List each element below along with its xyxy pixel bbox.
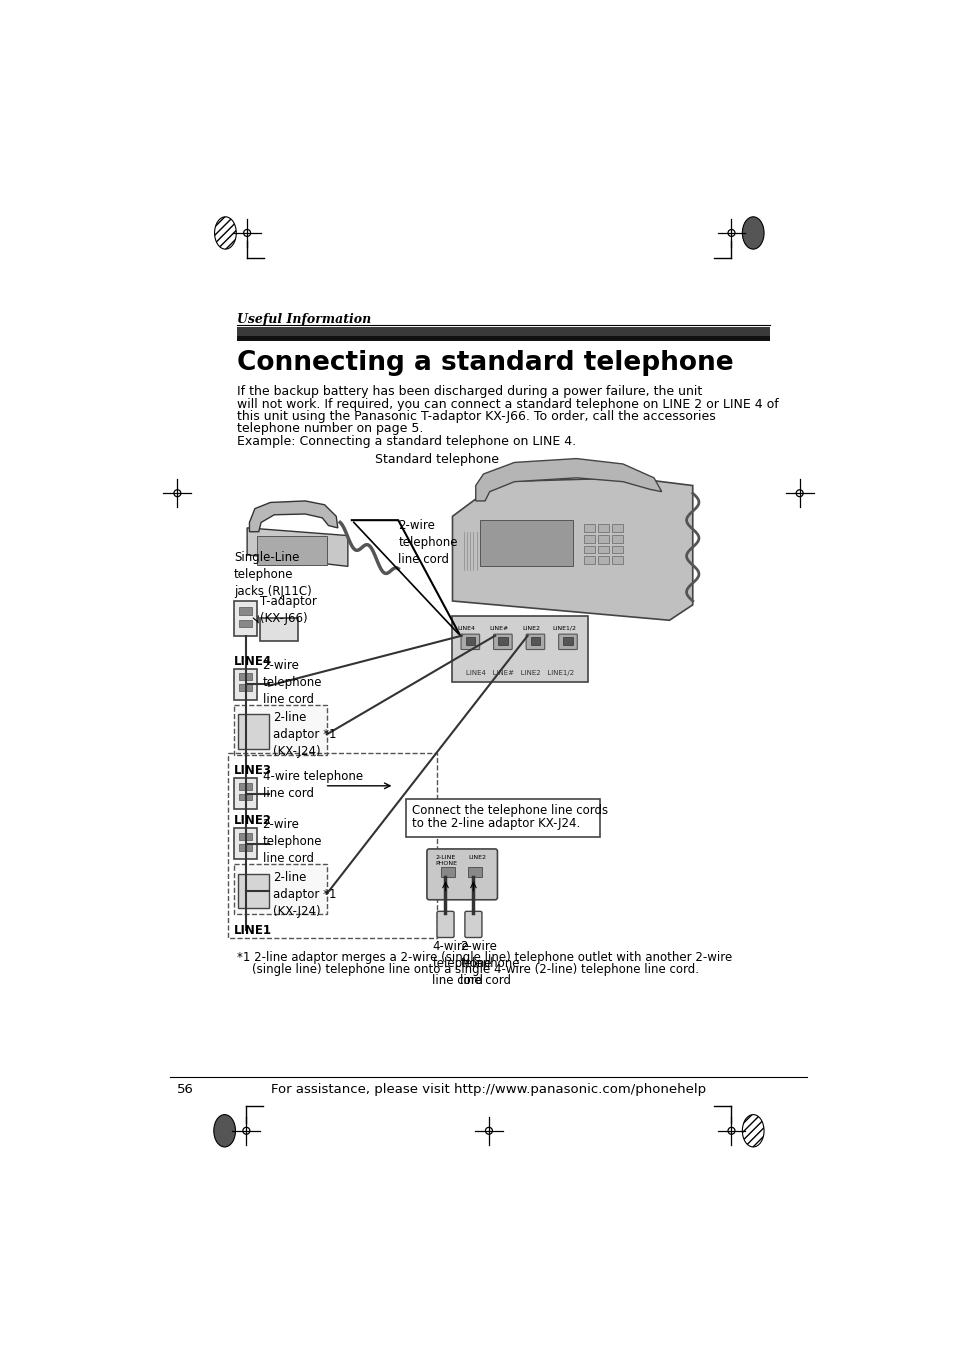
Text: If the backup battery has been discharged during a power failure, the unit: If the backup battery has been discharge… [236,385,701,399]
Text: LINE1: LINE1 [233,924,272,936]
Bar [239,793,252,800]
Text: 2-line
adaptor *1
(KX-J24): 2-line adaptor *1 (KX-J24) [273,711,335,758]
Bar [583,546,595,554]
Bar [612,557,622,565]
Bar [598,546,608,554]
FancyBboxPatch shape [525,634,544,650]
Bar [236,336,769,340]
Bar [562,638,572,644]
Text: telephone number on page 5.: telephone number on page 5. [236,423,423,435]
Text: LINE4: LINE4 [457,626,475,631]
Bar [612,546,622,554]
Text: Single-Line
telephone
jacks (RJ11C): Single-Line telephone jacks (RJ11C) [233,551,312,598]
Bar [239,782,252,790]
Text: T-adaptor
(KX-J66): T-adaptor (KX-J66) [259,594,316,626]
Text: Useful Information: Useful Information [236,313,371,326]
Text: LINE4   LINE#   LINE2   LINE1/2: LINE4 LINE# LINE2 LINE1/2 [465,670,574,677]
Bar [259,617,298,642]
FancyBboxPatch shape [464,912,481,938]
Polygon shape [249,501,337,532]
Ellipse shape [213,1115,235,1147]
Bar [583,535,595,543]
Bar [583,557,595,565]
FancyBboxPatch shape [493,634,512,650]
FancyBboxPatch shape [427,848,497,900]
Text: Example: Connecting a standard telephone on LINE 4.: Example: Connecting a standard telephone… [236,435,576,447]
Text: Connect the telephone line cords: Connect the telephone line cords [412,804,608,817]
Text: this unit using the Panasonic T-adaptor KX-J66. To order, call the accessories: this unit using the Panasonic T-adaptor … [236,411,715,423]
Text: 2-wire
telephone
line cord: 2-wire telephone line cord [262,659,322,705]
Bar [598,557,608,565]
Bar [233,778,257,809]
Bar [612,535,622,543]
Bar [257,535,327,565]
Text: (single line) telephone line onto a single 4-wire (2-line) telephone line cord.: (single line) telephone line onto a sing… [236,963,699,975]
Bar [406,798,599,838]
Text: 2-wire
telephone
line cord: 2-wire telephone line cord [397,519,457,566]
Bar [236,327,769,336]
Text: 2-wire
telephone
line cord: 2-wire telephone line cord [459,940,519,986]
Bar [239,832,252,840]
Text: Standard telephone: Standard telephone [375,453,498,466]
Polygon shape [247,528,348,566]
Bar [479,520,572,566]
Bar [237,715,269,748]
Bar [452,616,587,682]
Bar [233,865,327,915]
Bar [530,638,539,644]
Text: 4-wire telephone
line cord: 4-wire telephone line cord [262,770,362,800]
Bar [239,607,252,615]
Bar [228,754,436,938]
Text: 56: 56 [177,1084,194,1096]
Bar [233,828,257,859]
Bar [239,673,252,681]
Text: 2-wire
telephone
line cord: 2-wire telephone line cord [262,819,322,865]
Bar [583,524,595,532]
Text: to the 2-line adaptor KX-J24.: to the 2-line adaptor KX-J24. [412,817,579,831]
Text: 2-LINE
PHONE: 2-LINE PHONE [435,855,457,866]
Bar [237,874,269,908]
Bar [598,524,608,532]
Bar [465,638,475,644]
Text: LINE2: LINE2 [233,815,272,827]
Text: For assistance, please visit http://www.panasonic.com/phonehelp: For assistance, please visit http://www.… [271,1084,706,1096]
Polygon shape [452,478,692,620]
Bar [598,535,608,543]
Text: Connecting a standard telephone: Connecting a standard telephone [236,350,733,376]
Text: LINE4: LINE4 [233,655,272,667]
FancyBboxPatch shape [460,634,479,650]
Ellipse shape [741,216,763,249]
Text: LINE2: LINE2 [522,626,540,631]
Bar [233,669,257,700]
Bar [497,638,507,644]
Text: LINE#: LINE# [489,626,508,631]
Text: LINE2: LINE2 [468,855,485,861]
Text: 4-wire
telephone
line cord: 4-wire telephone line cord [432,940,492,986]
Bar [239,843,252,851]
FancyBboxPatch shape [436,912,454,938]
Bar [440,867,455,877]
Text: LINE1/2: LINE1/2 [552,626,576,631]
Bar [468,867,481,877]
Bar [233,601,257,636]
Bar [239,620,252,627]
Text: LINE3: LINE3 [233,765,272,777]
Polygon shape [476,458,661,501]
Bar [239,684,252,692]
Bar [612,524,622,532]
Text: will not work. If required, you can connect a standard telephone on LINE 2 or LI: will not work. If required, you can conn… [236,397,778,411]
Bar [233,705,327,755]
Text: 2-line
adaptor *1
(KX-J24): 2-line adaptor *1 (KX-J24) [273,870,335,917]
FancyBboxPatch shape [558,634,577,650]
Text: *1 2-line adaptor merges a 2-wire (single line) telephone outlet with another 2-: *1 2-line adaptor merges a 2-wire (singl… [236,951,732,963]
